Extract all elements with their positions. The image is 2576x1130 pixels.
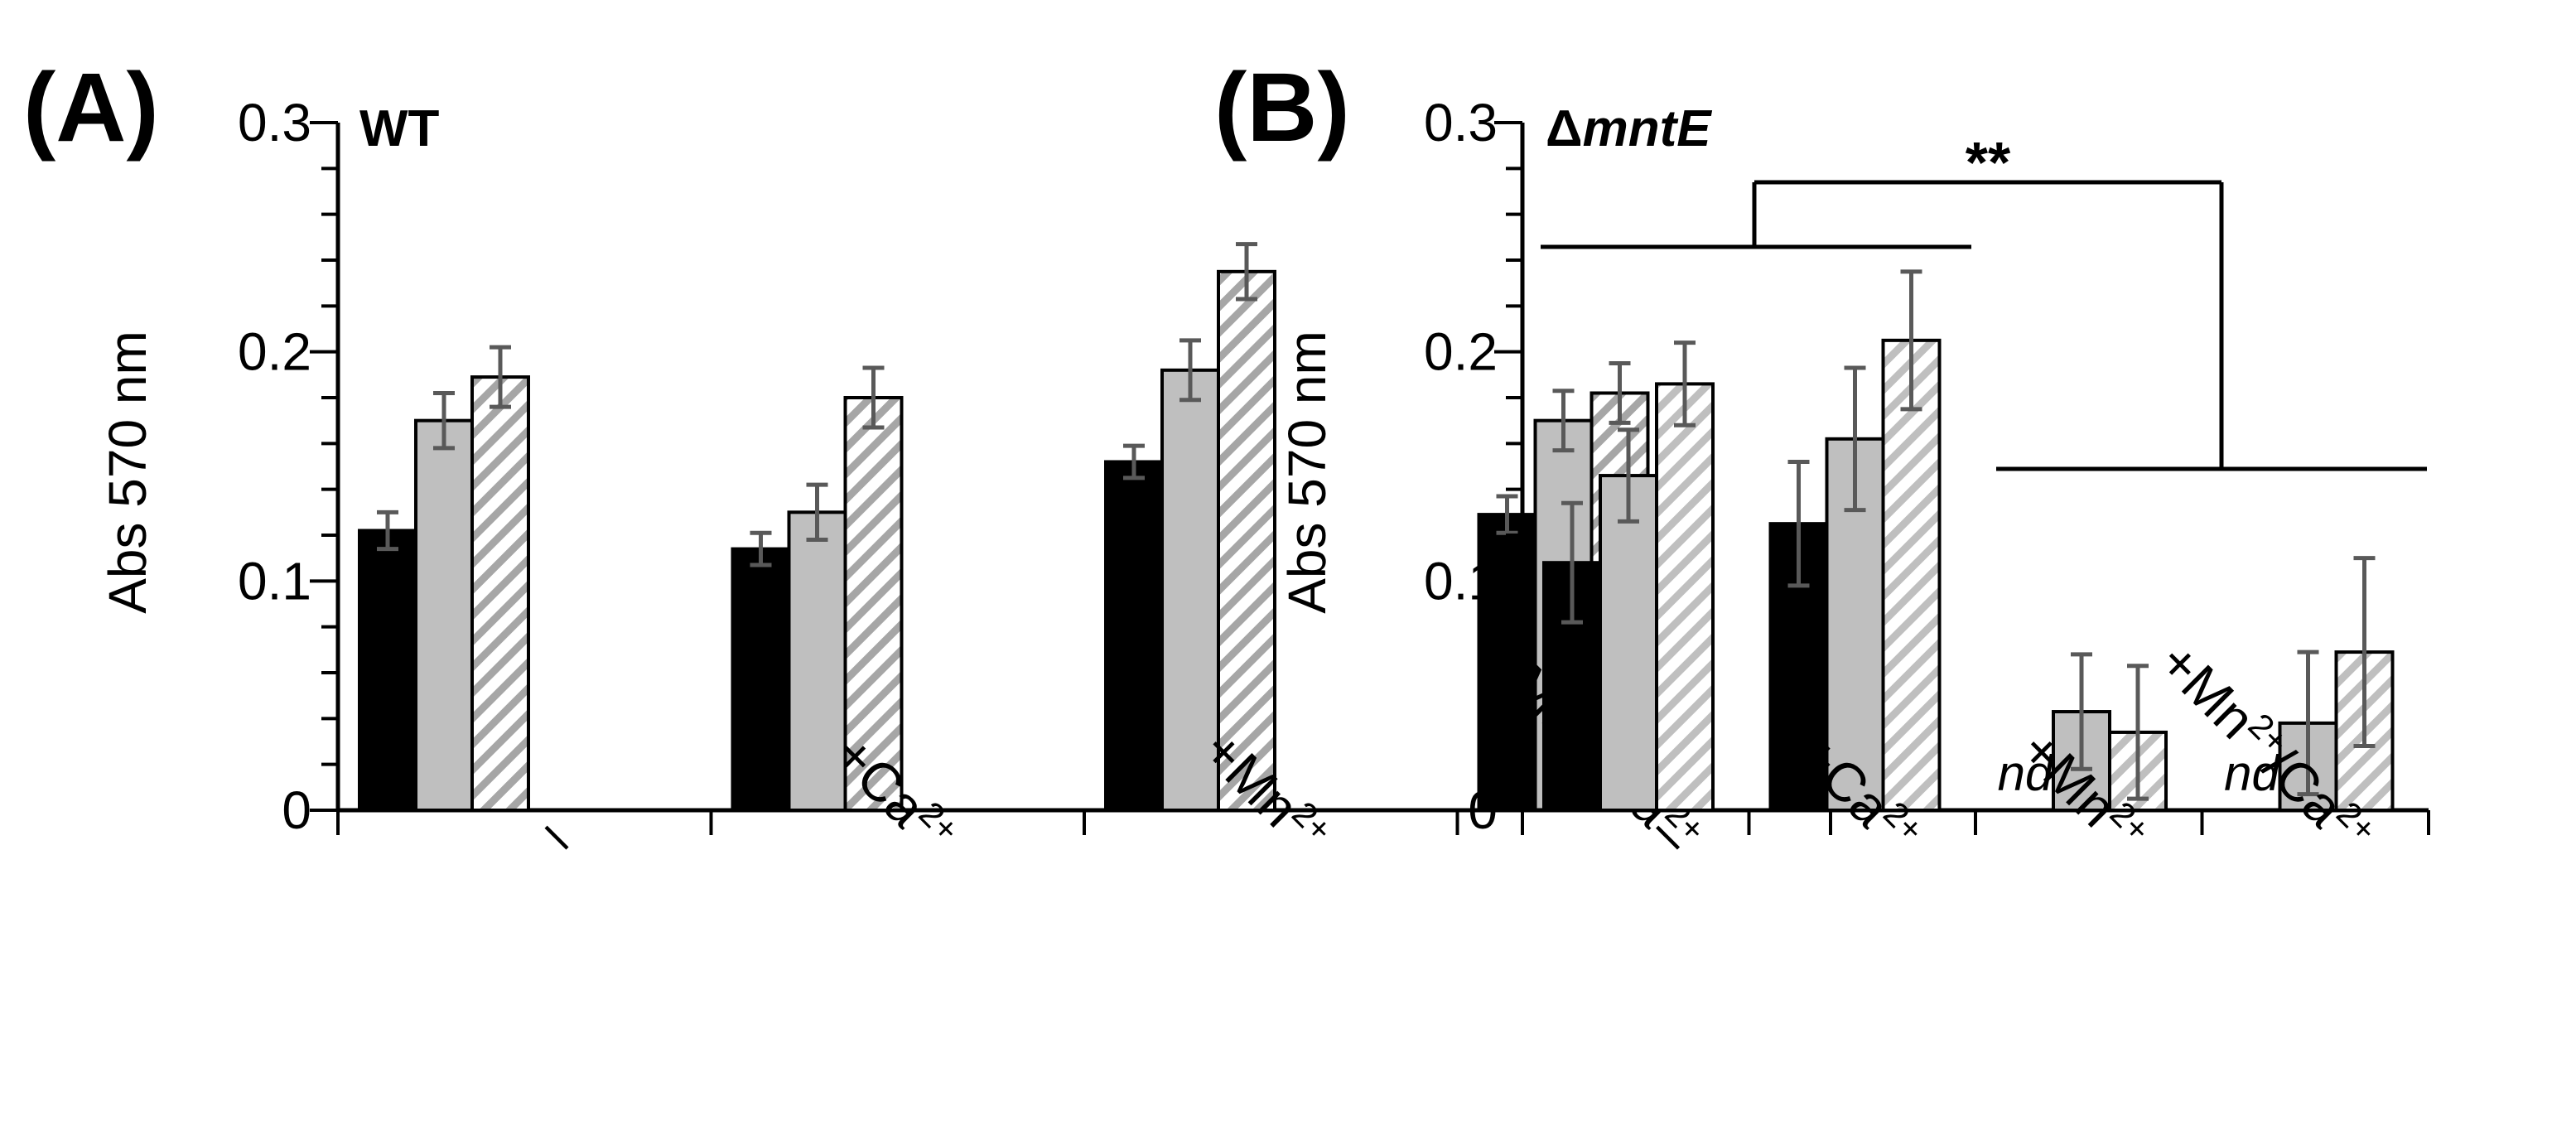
panel-b-plot: 00.10.20.3nd nd– +Ca2+ +Mn2++Mn2+/Ca2+ [1424, 93, 2430, 867]
bar-black [1104, 460, 1164, 812]
y-tick-label: 0.3 [238, 93, 311, 152]
panel-b: (B) ΔmntE Abs 570 nm 00.10.20.3nd nd– +Ca2… [1214, 53, 2430, 867]
y-tick-label: 0.2 [1424, 322, 1498, 382]
panel-a-title: WT [359, 100, 440, 157]
panel-a-label: (A) [23, 53, 159, 162]
bar-hatched [1881, 338, 1942, 813]
bar-gray [414, 418, 474, 812]
panel-a-y-axis-label: Abs 570 nm [98, 331, 157, 614]
bar-hatched [1655, 382, 1715, 812]
y-tick-label: 0.2 [238, 322, 311, 382]
not-detected-label: nd [2224, 746, 2280, 801]
panel-b-label: (B) [1214, 53, 1350, 162]
bar-hatched [470, 375, 530, 813]
bar-gray [1599, 474, 1658, 812]
bar-black [731, 547, 791, 812]
panel-b-title-gene: mntE [1583, 100, 1713, 157]
y-tick-label: 0.3 [1424, 93, 1498, 152]
not-detected-label: nd [1998, 746, 2054, 801]
bar-hatched [843, 396, 904, 812]
panel-b-title-delta: Δ [1546, 100, 1583, 157]
y-tick-label: 0 [282, 780, 311, 840]
bar-black [358, 529, 417, 812]
y-tick-label: 0.1 [1424, 551, 1498, 611]
panel-b-y-axis-label: Abs 570 nm [1277, 331, 1337, 614]
y-tick-label: 0.1 [238, 551, 311, 611]
panel-b-title: ΔmntE [1546, 100, 1712, 157]
y-tick-label: 0 [1468, 780, 1498, 840]
significance-label: ** [1966, 130, 2011, 195]
significance-bracket: ** [1541, 130, 2427, 471]
